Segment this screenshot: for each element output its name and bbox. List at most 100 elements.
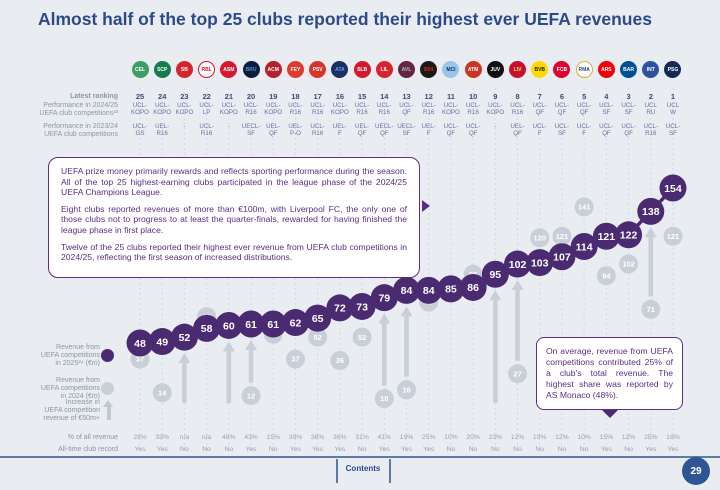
perf-2024-25: UCL- R16: [354, 102, 370, 116]
club-code: ASM: [223, 66, 235, 73]
all-time-record: Yes: [134, 446, 146, 453]
pct-of-revenue: 25%: [643, 434, 658, 441]
all-time-record: Yes: [400, 446, 413, 453]
club-rank: 25: [135, 92, 145, 101]
all-time-record: Yes: [600, 446, 612, 453]
latest-ranking-label: Latest ranking: [70, 93, 118, 100]
revenue-dot-2025: [615, 221, 643, 249]
perf-2023-24: -: [183, 123, 186, 130]
legend-revenue-2024-label: Revenue from UEFA competitions in 2024 (…: [40, 377, 100, 400]
contents-button[interactable]: Contents: [345, 464, 381, 473]
club-logo: PSG: [664, 61, 682, 78]
club-code: SB: [180, 66, 188, 73]
perf-2024-25: UCL- R16: [510, 102, 525, 116]
revenue-value-2024: 120: [533, 233, 546, 242]
pct-of-revenue: 28%: [133, 434, 147, 441]
perf-2024-25: UCL- KOPO: [219, 102, 238, 116]
all-time-record: Yes: [289, 446, 301, 453]
club-logo: MCI: [442, 61, 460, 78]
pct-of-revenue: 10%: [444, 434, 458, 441]
perf-2023-24: UCL- F: [532, 123, 547, 137]
club-code: LIL: [380, 66, 389, 73]
club-code: BAR: [623, 66, 634, 73]
pct-of-revenue: 25%: [421, 434, 436, 441]
perf-2024-25: UCL- R16: [310, 102, 325, 116]
revenue-dot-2024: [396, 380, 416, 400]
club-rank: 13: [402, 92, 411, 101]
revenue-value-2024: 10: [380, 394, 388, 403]
club-logo: CEL: [131, 61, 149, 78]
revenue-value-2024: 37: [136, 355, 144, 364]
perf-2024-25: UCL- R16: [243, 102, 259, 116]
club-logo: ATA: [331, 61, 349, 78]
club-logo: RMA: [575, 61, 593, 78]
club-rank: 2: [648, 92, 653, 101]
revenue-dot-2025: [370, 284, 398, 312]
revenue-dot-2025: [481, 260, 509, 288]
club-code: JUV: [490, 66, 501, 73]
revenue-dot-2025: [215, 311, 243, 339]
club-code: INT: [646, 66, 655, 73]
info-paragraph-1: UEFA prize money primarily rewards and r…: [61, 166, 407, 198]
revenue-value-2024: 121: [556, 232, 569, 241]
pct-of-revenue: 18%: [666, 434, 680, 441]
perf-2024-25: UCL- R16: [421, 102, 436, 116]
perf-2023-24: UEL- QF: [266, 123, 281, 137]
club-rank: 20: [246, 92, 256, 101]
revenue-dot-2025: [392, 276, 420, 304]
perf-2024-25: UCL- KOPO: [131, 102, 149, 116]
pct-of-revenue: 19%: [532, 434, 547, 441]
revenue-value-2024: 52: [358, 333, 366, 342]
all-time-record: No: [557, 446, 567, 453]
info-paragraph-2: Eight clubs reported revenues of more th…: [61, 203, 407, 235]
revenue-dot-2025: [304, 304, 332, 332]
club-logo: ACM: [264, 61, 282, 78]
club-logo: BRU: [242, 61, 260, 78]
club-logo: ASM: [220, 61, 238, 78]
revenue-dot-2025: [637, 197, 665, 225]
club-code: SCP: [157, 66, 168, 73]
club-code: RBL: [201, 66, 212, 73]
perf-2024-25: UCL- KOPO: [330, 102, 349, 116]
pct-of-revenue: 48%: [222, 434, 236, 441]
club-logo: LIL: [375, 61, 393, 78]
perf-2023-24-label: Performance in 2023/24 UEFA club competi…: [43, 123, 118, 138]
revenue-dot-2025: [504, 250, 532, 278]
club-logo: SCP: [153, 61, 171, 78]
club-code: ARS: [601, 66, 612, 73]
perf-2024-25-label: Performance in 2024/25 UEFA club competi…: [39, 102, 118, 117]
perf-2023-24: UECL- SF: [241, 123, 261, 137]
revenue-dot-2025: [259, 310, 287, 338]
club-rank: 9: [493, 92, 498, 101]
revenue-value-2024: 14: [158, 388, 167, 397]
revenue-value-2024: 36: [336, 356, 344, 365]
club-logo: RBL: [198, 61, 216, 78]
perf-2024-25: UCL RU: [644, 102, 657, 116]
legend-increase-label: Increase in UEFA competition revenue of …: [43, 399, 100, 422]
revenue-value-2024: 12: [247, 391, 255, 400]
legend-purple-dot-icon: [101, 349, 114, 362]
all-time-record: Yes: [312, 446, 324, 453]
revenue-value-2025: 95: [489, 269, 501, 281]
revenue-value-2024: 52: [313, 333, 321, 342]
all-time-record-label: All-time club record: [58, 446, 118, 453]
club-rank: 21: [224, 92, 233, 101]
club-rank: 12: [424, 92, 433, 101]
info-box: UEFA prize money primarily rewards and r…: [48, 157, 430, 278]
perf-2023-24: UEL- P-O: [288, 123, 303, 137]
pct-of-revenue: 38%: [310, 434, 325, 441]
club-code: ATM: [467, 66, 479, 73]
club-logo: LIV: [509, 61, 527, 78]
club-code: MCI: [446, 66, 456, 73]
revenue-value-2025: 60: [223, 320, 235, 332]
perf-2024-25: UCL- SF: [599, 102, 614, 116]
revenue-dot-2024: [374, 389, 394, 409]
club-logo: BVB: [531, 61, 549, 78]
club-code: SLB: [357, 66, 368, 73]
revenue-dot-2025: [237, 310, 265, 338]
perf-2023-24: UCL- QF: [621, 123, 636, 137]
revenue-value-2024: 121: [667, 232, 680, 241]
revenue-value-2024: 16: [402, 385, 410, 394]
pct-of-revenue: 31%: [355, 434, 369, 441]
revenue-dot-2025: [326, 294, 354, 322]
